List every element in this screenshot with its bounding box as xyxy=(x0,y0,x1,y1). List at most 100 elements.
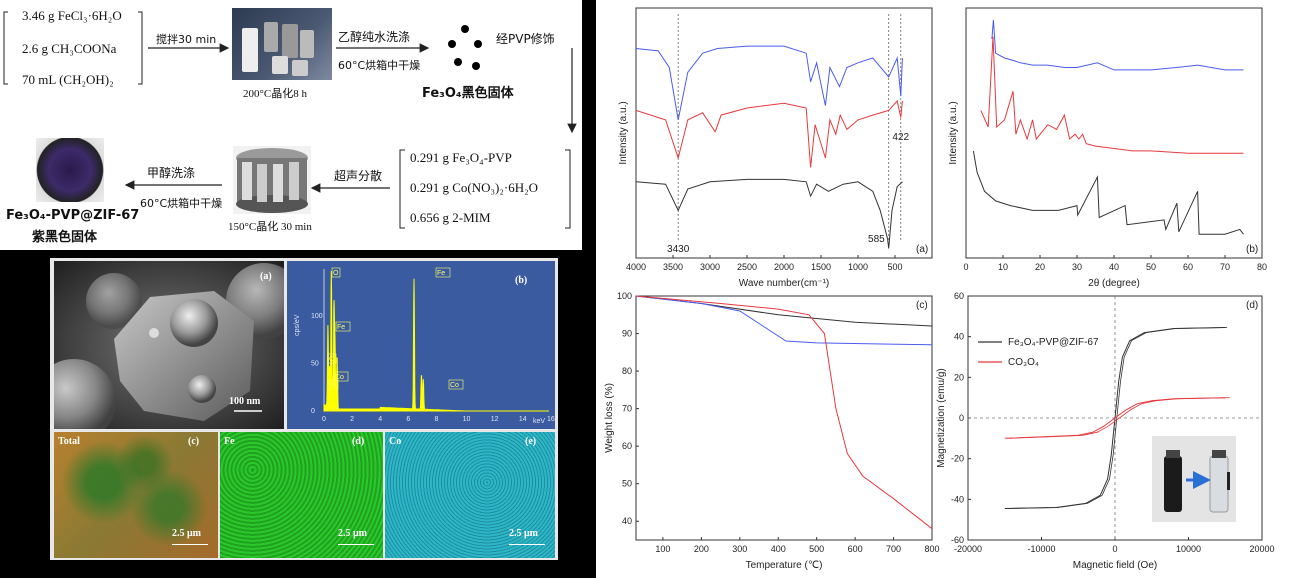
plot-frame xyxy=(965,7,1263,259)
reagent-4: 0.291 g Fe₃O₄-PVP xyxy=(410,150,512,165)
series-line-black xyxy=(635,178,903,249)
eds-y-tick: 100 xyxy=(311,313,323,320)
map-total-tag: (c) xyxy=(188,436,200,447)
series-return-branch xyxy=(1006,327,1228,509)
map-fe-scale: 2.5 μm xyxy=(338,528,367,539)
eds-x-tick: 6 xyxy=(406,416,410,423)
y-tick-label: 90 xyxy=(622,329,632,339)
magnetic-separation-inset xyxy=(1152,436,1236,522)
svg-text:Co: Co xyxy=(335,374,344,381)
y-tick-label: 70 xyxy=(622,404,632,414)
eds-spectrum-curve xyxy=(323,270,549,412)
y-tick-label: 100 xyxy=(617,291,632,301)
x-tick-label: -10000 xyxy=(1027,544,1055,554)
panel-label: (c) xyxy=(916,300,928,311)
y-tick-label: 40 xyxy=(622,516,632,526)
series-line-red xyxy=(635,295,933,530)
x-tick-label: 2500 xyxy=(737,262,757,272)
eds-x-tick: 14 xyxy=(519,416,527,423)
eds-peak-label: N xyxy=(329,379,339,390)
series-line-black xyxy=(635,295,933,327)
y-tick-label: 0 xyxy=(959,413,964,423)
y-axis-label: Intensity (a.u.) xyxy=(618,101,629,164)
plot-frame xyxy=(635,295,933,541)
series-line-black xyxy=(972,150,1244,235)
x-tick-label: 80 xyxy=(1257,262,1267,272)
map-fe-label: Fe xyxy=(224,436,235,447)
eds-y-tick: 50 xyxy=(311,361,319,368)
x-tick-label: 600 xyxy=(848,544,863,554)
y-tick-label: 80 xyxy=(622,366,632,376)
x-axis-label: Magnetic field (Oe) xyxy=(1073,560,1157,571)
x-tick-label: 1500 xyxy=(811,262,831,272)
x-tick-label: 500 xyxy=(887,262,902,272)
annotation-422: 422 xyxy=(892,132,909,143)
y-axis-label: Intensity (a.u.) xyxy=(948,101,959,164)
step-autoclave: 200°C晶化8 h xyxy=(243,88,307,100)
eds-x-tick: 8 xyxy=(435,416,439,423)
y-tick-label: -60 xyxy=(951,535,964,545)
svg-text:Co: Co xyxy=(450,382,459,389)
eds-y-tick: 0 xyxy=(311,408,315,415)
step-dry-1: 60°C烘箱中干燥 xyxy=(338,59,421,72)
x-axis-label: 2θ (degree) xyxy=(1088,278,1140,289)
chart-c: 100 200 300 400 500 600 700 800 40 50 60 70 80 90 100 T… xyxy=(604,291,940,571)
step-methanol: 甲醇洗涤 xyxy=(147,166,196,180)
eds-y-axis-label: cps/eV xyxy=(294,314,301,336)
reagent-3: 70 mL (CH₂OH)₂ xyxy=(22,72,114,87)
x-tick-label: 300 xyxy=(732,544,747,554)
legend-label: CO₃O₄ xyxy=(1008,357,1039,368)
svg-text:Fe: Fe xyxy=(437,270,445,277)
x-tick-label: 400 xyxy=(771,544,786,554)
step-wash: 乙醇纯水洗涤 xyxy=(338,30,411,44)
map-co: Co (e) 2.5 μm xyxy=(385,432,555,558)
x-tick-label: 800 xyxy=(924,544,939,554)
x-tick-label: 4000 xyxy=(626,262,646,272)
map-total-scale-bar xyxy=(172,544,208,545)
eds-peak-label: Co xyxy=(448,379,464,390)
x-tick-label: 1000 xyxy=(848,262,868,272)
x-tick-label: 700 xyxy=(886,544,901,554)
sem-image: 100 nm (a) xyxy=(54,261,284,429)
chart-d: -20000 -10000 0 10000 20000 -60 -40 -20 0 20 40 60 M… xyxy=(936,291,1275,571)
y-tick-label: 60 xyxy=(954,291,964,301)
step-crystal-2: 150°C晶化 30 min xyxy=(228,221,312,233)
reagent-6: 0.656 g 2-MIM xyxy=(410,210,491,225)
reagent-5: 0.291 g Co(NO₃)₂·6H₂O xyxy=(410,180,539,195)
eds-panel-label: (b) xyxy=(515,275,527,286)
y-tick-label: -20 xyxy=(951,454,964,464)
annotation-585: 585 xyxy=(868,234,885,245)
map-fe-tag: (d) xyxy=(352,436,365,447)
x-tick-label: 20 xyxy=(1035,262,1045,272)
x-tick-label: 50 xyxy=(1146,262,1156,272)
x-axis-label: Temperature (℃) xyxy=(746,560,823,571)
eds-x-tick: 4 xyxy=(378,416,382,423)
zif67-product-photo xyxy=(36,138,104,202)
x-tick-label: 20000 xyxy=(1249,544,1274,554)
reactor-photo xyxy=(233,146,311,214)
x-tick-label: 2000 xyxy=(774,262,794,272)
nanoparticle-dots xyxy=(448,25,482,70)
x-tick-label: 70 xyxy=(1220,262,1230,272)
eds-x-tick: 0 xyxy=(322,416,326,423)
svg-text:C: C xyxy=(329,356,334,363)
y-tick-label: 20 xyxy=(954,372,964,382)
series-line-blue xyxy=(635,45,903,120)
x-tick-label: 3500 xyxy=(663,262,683,272)
map-total: Total (c) 2.5 μm xyxy=(54,432,218,558)
series-line-blue xyxy=(635,295,933,346)
scheme-arrows xyxy=(3,11,577,229)
product-final-2: 紫黑色固体 xyxy=(32,230,98,245)
reagent-1: 3.46 g FeCl₃·6H₂O xyxy=(22,8,122,23)
map-co-label: Co xyxy=(389,436,402,447)
synthesis-scheme: 3.46 g FeCl₃·6H₂O 2.6 g CH₃COONa 70 mL (… xyxy=(0,0,582,250)
product-final-1: Fe₃O₄-PVP@ZIF-67 xyxy=(6,208,140,223)
series-return-branch xyxy=(1009,397,1230,439)
eds-x-tick: 2 xyxy=(350,416,354,423)
panel-label: (d) xyxy=(1246,300,1258,311)
sem-panel-label: (a) xyxy=(260,271,272,282)
legend-label: Fe₃O₄-PVP@ZIF-67 xyxy=(1008,337,1099,348)
x-tick-label: 0 xyxy=(963,262,968,272)
